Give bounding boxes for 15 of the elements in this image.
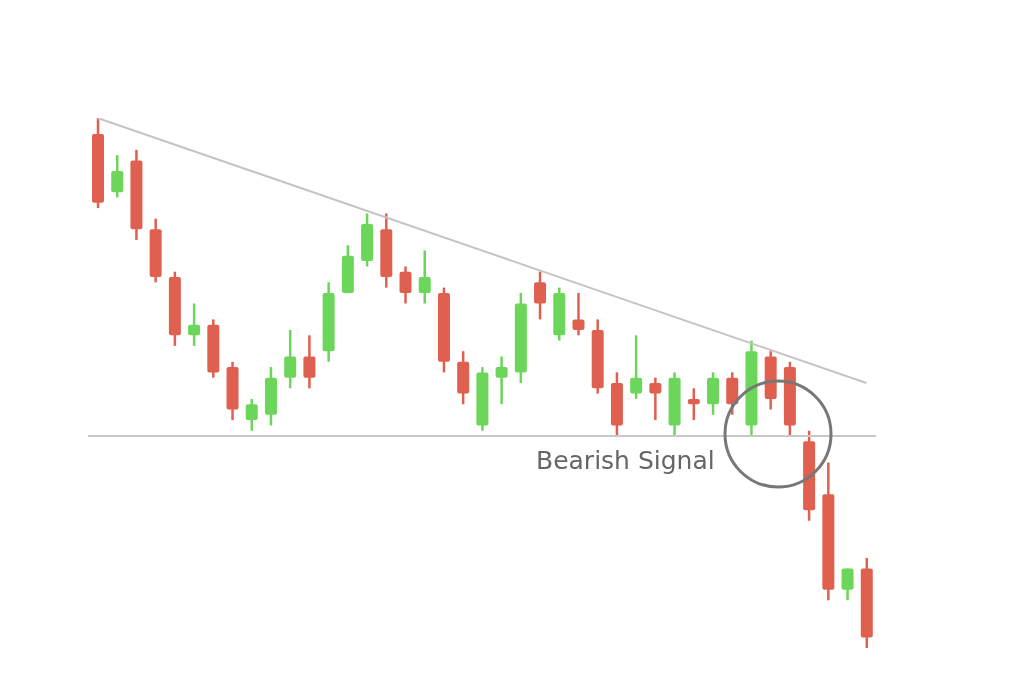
candlestick xyxy=(188,302,201,348)
candlestick xyxy=(687,387,700,422)
candlestick xyxy=(630,334,643,401)
candlestick xyxy=(495,355,508,406)
candlestick xyxy=(245,397,258,432)
annotation: Bearish Signal xyxy=(536,446,715,475)
candlestick xyxy=(303,334,316,390)
candlestick xyxy=(418,249,431,305)
candlestick xyxy=(399,265,412,305)
candlestick xyxy=(841,567,854,602)
candlestick xyxy=(111,153,124,199)
candlestick xyxy=(572,291,585,337)
candlestick xyxy=(534,270,547,321)
candlestick xyxy=(284,328,297,390)
candlestick xyxy=(649,376,662,422)
